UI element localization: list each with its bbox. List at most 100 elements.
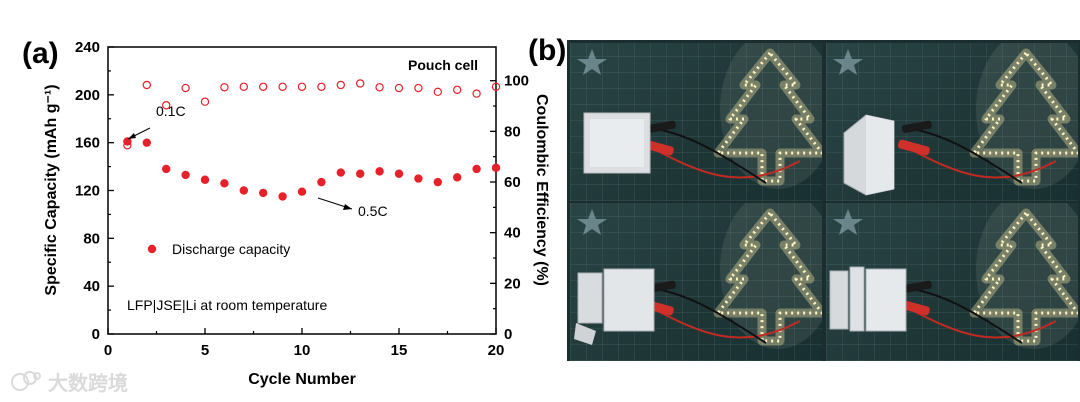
red-wire bbox=[651, 147, 801, 179]
discharge-capacity-point bbox=[297, 187, 307, 196]
coulombic-efficiency-point bbox=[375, 83, 384, 92]
coulombic-efficiency-point bbox=[336, 80, 345, 90]
led-tree-icon bbox=[713, 48, 822, 186]
black-alligator-clip-icon bbox=[901, 120, 932, 133]
coulombic-efficiency-point bbox=[142, 80, 151, 90]
coulombic-efficiency-point bbox=[278, 82, 287, 91]
coulombic-efficiency-point bbox=[317, 82, 326, 91]
y2-tick-label: 60 bbox=[504, 174, 521, 191]
coulombic-efficiency-point bbox=[259, 82, 268, 91]
y-tick-label: 40 bbox=[83, 278, 100, 295]
chart-marks bbox=[123, 79, 501, 201]
panel-b-label: (b) bbox=[528, 34, 566, 67]
coulombic-efficiency-point bbox=[181, 83, 190, 93]
pouch-cell-icon bbox=[583, 112, 651, 174]
photo-scene bbox=[833, 43, 1078, 196]
rate-05c-arrowhead bbox=[343, 204, 352, 210]
photo-panel bbox=[567, 40, 1080, 361]
y-tick-label: 240 bbox=[75, 39, 100, 56]
y-axis-title: Specific Capacity (mAh g⁻¹) bbox=[43, 84, 60, 295]
photo-scene bbox=[829, 203, 1078, 349]
y2-tick-label: 40 bbox=[504, 225, 521, 242]
pouch-cell-icon bbox=[829, 266, 907, 332]
photo-folded-cell bbox=[826, 43, 1078, 201]
x-tick-label: 10 bbox=[294, 342, 311, 359]
pouch-cell-icon bbox=[574, 268, 655, 345]
chart-panel: (a) 0 5 10 15 20 0 40 80 120 160 200 240 0 20 40 60 80 10… bbox=[22, 37, 550, 388]
x-tick-label: 5 bbox=[201, 342, 209, 359]
coulombic-efficiency-point bbox=[433, 87, 442, 97]
x-axis-title: Cycle Number bbox=[248, 371, 356, 388]
discharge-capacity-point bbox=[394, 169, 404, 178]
coulombic-efficiency-point bbox=[200, 97, 210, 106]
coulombic-efficiency-point bbox=[472, 89, 481, 98]
coulombic-efficiency-point bbox=[414, 83, 423, 93]
discharge-capacity-point bbox=[259, 188, 268, 198]
photo-scene bbox=[574, 203, 822, 349]
discharge-capacity-point bbox=[472, 164, 481, 174]
y-tick-label: 120 bbox=[75, 183, 100, 200]
discharge-capacity-point bbox=[239, 186, 248, 195]
coulombic-efficiency-point bbox=[123, 141, 132, 150]
coulombic-efficiency-point bbox=[239, 82, 248, 91]
discharge-capacity-point bbox=[433, 177, 442, 187]
discharge-capacity-point bbox=[414, 174, 423, 183]
y-tick-label: 80 bbox=[83, 230, 100, 247]
y-tick-label: 200 bbox=[75, 87, 100, 104]
photo-intact-cell bbox=[570, 43, 822, 201]
discharge-capacity-point bbox=[181, 170, 190, 180]
coulombic-efficiency-point bbox=[161, 101, 171, 110]
rate-05c-label: 0.5C bbox=[358, 203, 388, 219]
black-wire bbox=[655, 128, 767, 184]
discharge-capacity-point bbox=[356, 169, 365, 178]
y2-tick-label: 0 bbox=[504, 326, 512, 343]
red-wire bbox=[651, 307, 801, 339]
legend-marker bbox=[147, 244, 157, 254]
x-tick-label: 15 bbox=[391, 342, 408, 359]
photo-scene bbox=[577, 43, 822, 189]
mat-logo-icon bbox=[577, 49, 607, 75]
y2-tick-label: 80 bbox=[504, 123, 521, 140]
discharge-capacity-point bbox=[453, 173, 462, 182]
rate-01c-label: 0.1C bbox=[156, 103, 186, 119]
discharge-capacity-point bbox=[200, 175, 210, 184]
watermark-text: 大数跨境 bbox=[48, 370, 128, 395]
photo-cut-pieces-cell bbox=[826, 203, 1078, 361]
red-alligator-clip-icon bbox=[897, 139, 930, 156]
capacity-chart: (a) 0 5 10 15 200408012016020024002040608010… bbox=[22, 37, 550, 388]
coulombic-efficiency-point bbox=[453, 85, 462, 95]
y-tick-label: 160 bbox=[75, 135, 100, 152]
led-tree-icon bbox=[969, 208, 1078, 346]
x-tick-label: 0 bbox=[104, 342, 112, 359]
discharge-capacity-point bbox=[162, 164, 171, 174]
panel-b-label-wrap: (b) bbox=[528, 34, 566, 67]
coulombic-efficiency-point bbox=[220, 83, 229, 92]
black-wire bbox=[911, 288, 1023, 344]
coulombic-efficiency-point bbox=[394, 83, 404, 93]
discharge-capacity-point bbox=[142, 138, 151, 147]
led-tree-icon bbox=[969, 48, 1078, 186]
discharge-capacity-point bbox=[278, 192, 287, 201]
pouch-cell-label: Pouch cell bbox=[408, 57, 478, 73]
black-wire bbox=[655, 288, 767, 344]
mat-logo-icon bbox=[833, 209, 863, 235]
red-wire bbox=[907, 147, 1057, 179]
watermark-logo-icon bbox=[11, 371, 41, 391]
legend-label: Discharge capacity bbox=[172, 241, 290, 257]
black-alligator-clip-icon bbox=[901, 280, 932, 293]
x-tick-label: 20 bbox=[488, 342, 505, 359]
discharge-capacity-point bbox=[220, 179, 229, 188]
discharge-capacity-point bbox=[375, 167, 384, 176]
coulombic-efficiency-point bbox=[356, 79, 365, 88]
mat-logo-icon bbox=[833, 49, 863, 75]
watermark: 大数跨境 bbox=[10, 366, 128, 396]
y2-tick-label: 20 bbox=[504, 275, 521, 292]
pouch-cell-icon bbox=[843, 114, 895, 196]
panel-a-label: (a) bbox=[22, 37, 59, 70]
discharge-capacity-point bbox=[336, 168, 345, 177]
led-tree-icon bbox=[713, 208, 822, 346]
red-wire bbox=[907, 307, 1057, 339]
mat-logo-icon bbox=[577, 209, 607, 235]
rate-01c-arrowhead bbox=[128, 133, 136, 139]
